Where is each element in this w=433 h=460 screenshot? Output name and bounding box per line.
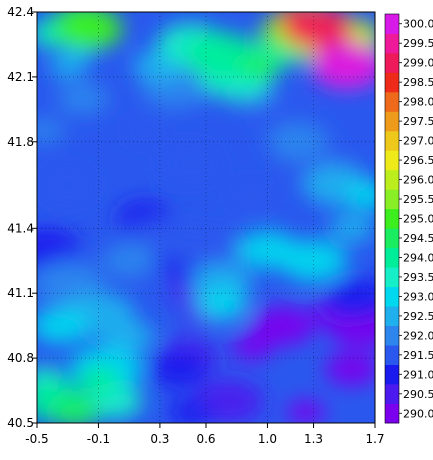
field-cell-8-1 (77, 366, 120, 393)
colorbar-swatch-2 (385, 364, 399, 385)
field-cell-3-4 (40, 168, 95, 203)
colorbar-swatch-13 (385, 150, 399, 171)
field-cell-17-0 (310, 43, 375, 90)
x-tick-label-3: 0.6 (196, 432, 215, 446)
y-tick-label-0: 40.5 (7, 416, 34, 430)
colorbar-label-8: 294.0 (403, 251, 433, 264)
x-tick-label-2: 0.3 (150, 432, 169, 446)
field-cell-9-2 (238, 53, 281, 80)
plot-area (37, 12, 375, 423)
grid-lines (37, 12, 375, 423)
colorbar-swatch-6 (385, 286, 399, 307)
y-axis: 40.5 40.8 41.1 41.4 41.8 42.1 42.4 (7, 5, 37, 430)
colorbar-label-4: 292.0 (403, 329, 433, 342)
colorbar-swatch-15 (385, 111, 399, 132)
colorbar-swatch-8 (385, 247, 399, 268)
field-cell-0-5 (231, 334, 273, 361)
colorbar-swatch-5 (385, 306, 399, 327)
colorbar-label-5: 292.5 (403, 310, 433, 323)
colorbar-swatch-11 (385, 189, 399, 210)
colorbar-swatch-12 (385, 169, 399, 190)
y-tick-label-5: 42.1 (7, 70, 34, 84)
x-tick-label-0: -0.5 (25, 432, 48, 446)
field-cell-5-5 (48, 54, 87, 79)
colorbar: 290.0 290.5 291.0 291.5 292.0 292.5 293.0 293.5… (384, 13, 433, 424)
field-cell-2-6 (327, 277, 375, 318)
colorbar-label-19: 299.5 (403, 37, 433, 50)
colorbar-label-17: 298.5 (403, 76, 433, 89)
field-cell-6-4 (344, 181, 375, 210)
y-tick-label-3: 41.4 (7, 221, 34, 235)
x-tick-label-4: 1.0 (258, 432, 277, 446)
field-cell-5-1 (103, 320, 155, 353)
field-cell-2-0 (168, 398, 213, 423)
field-cell-3-1 (229, 181, 275, 210)
colorbar-label-20: 300.0 (403, 18, 433, 31)
colorbar-label-10: 295.0 (403, 213, 433, 226)
colorbar-swatch-20 (385, 14, 399, 34)
colorbar-label-15: 297.5 (403, 115, 433, 128)
field-cell-4-0 (57, 82, 109, 115)
colorbar-swatch-16 (385, 91, 399, 112)
y-tick-label-2: 41.1 (7, 286, 34, 300)
colorbar-label-11: 295.5 (403, 193, 433, 206)
field-cell-16-1 (286, 12, 354, 49)
colorbar-label-14: 297.0 (403, 135, 433, 148)
colorbar-swatch-9 (385, 228, 399, 249)
x-tick-label-6: 1.7 (365, 432, 384, 446)
x-axis: -0.5 -0.1 0.3 0.6 1.0 1.3 1.7 (25, 423, 385, 446)
field-cell-4-5 (102, 243, 157, 278)
field-cell-4-3 (267, 122, 329, 161)
colorbar-label-1: 290.5 (403, 388, 433, 401)
colorbar-label-0: 290.0 (403, 407, 433, 420)
y-tick-label-6: 42.4 (7, 5, 34, 19)
y-tick-label-4: 41.8 (7, 135, 34, 149)
colorbar-swatch-0 (385, 403, 399, 424)
colorbar-swatch-17 (385, 72, 399, 93)
colorbar-label-13: 296.5 (403, 154, 433, 167)
field-cell-4-4 (37, 119, 64, 143)
colorbar-label-9: 294.5 (403, 232, 433, 245)
field-cell-0-0 (286, 400, 326, 423)
x-tick-label-1: -0.1 (87, 432, 110, 446)
colorbar-label-6: 293.0 (403, 290, 433, 303)
colorbar-label-3: 291.5 (403, 349, 433, 362)
field-cell-0-1 (324, 351, 375, 386)
field-cell-9-0 (51, 397, 100, 423)
colorbar-label-18: 299.0 (403, 57, 433, 70)
colorbar-frame (384, 13, 400, 424)
colorbar-swatch-1 (385, 384, 399, 404)
x-tick-label-5: 1.3 (304, 432, 323, 446)
colorbar-swatch-7 (385, 267, 399, 288)
colorbar-label-2: 291.0 (403, 368, 433, 381)
colorbar-swatch-3 (385, 345, 399, 365)
field-cell-3-3 (125, 119, 164, 143)
field-cell-2-1 (147, 349, 209, 388)
colorbar-swatch-4 (385, 325, 399, 346)
colorbar-label-12: 296.0 (403, 174, 433, 187)
field-cell-6-2 (195, 288, 247, 320)
field-cell-6-0 (37, 307, 89, 344)
field-cell-0-4 (250, 305, 315, 346)
colorbar-swatch-10 (385, 208, 399, 229)
y-tick-label-1: 40.8 (7, 351, 34, 365)
colorbar-label-16: 298.0 (403, 96, 433, 109)
colorbar-swatch-18 (385, 52, 399, 73)
field-cell-3-2 (160, 144, 222, 183)
field-cell-5-3 (329, 214, 375, 243)
colorbar-label-7: 293.5 (403, 271, 433, 284)
field-cell-10-2 (58, 12, 123, 50)
colorbar-swatch-14 (385, 130, 399, 151)
field-cell-6-5 (237, 230, 298, 269)
colorbar-swatch-19 (385, 33, 399, 54)
